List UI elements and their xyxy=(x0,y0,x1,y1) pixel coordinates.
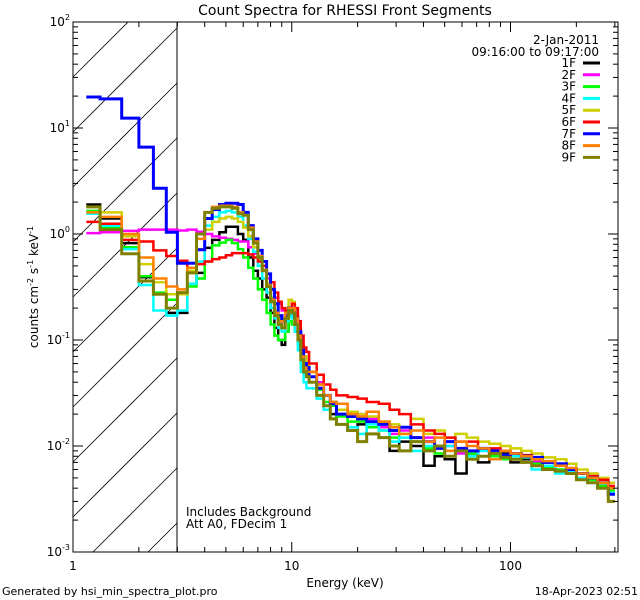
y-tick-label: 100 xyxy=(50,225,70,241)
series-group xyxy=(86,95,615,503)
hatch-line xyxy=(72,247,178,353)
y-axis-label-exp1: -2 xyxy=(26,278,35,286)
hatch-line xyxy=(147,522,178,553)
legend-label-1F: 1F xyxy=(561,56,576,70)
legend-date: 2-Jan-2011 xyxy=(533,33,599,47)
x-axis-label: Energy (keV) xyxy=(306,576,383,590)
hatch-line xyxy=(72,82,178,188)
series-line-8F xyxy=(86,204,615,490)
y-tick-label: 10-3 xyxy=(47,543,70,559)
legend-time-range: 09:16:00 to 09:17:00 xyxy=(472,45,599,59)
y-axis-label-end: keV xyxy=(27,233,41,260)
x-tick-label: 10 xyxy=(284,559,299,573)
y-axis-label-exp3: -1 xyxy=(26,226,35,234)
hatch-line xyxy=(72,412,178,518)
y-tick-label: 102 xyxy=(50,13,70,29)
series-line-1F xyxy=(86,203,615,496)
legend-label-3F: 3F xyxy=(561,80,576,94)
axis-ticks xyxy=(72,21,618,553)
legend-label-7F: 7F xyxy=(561,127,576,141)
legend-label-8F: 8F xyxy=(561,139,576,153)
y-tick-label-exponent: 1 xyxy=(65,119,70,128)
y-tick-label-exponent: -2 xyxy=(62,437,70,446)
y-tick-label: 10-1 xyxy=(47,331,70,347)
y-axis-label: counts cm-2 s-1 keV-1 xyxy=(26,226,41,348)
hatch-line xyxy=(72,302,178,408)
series-line-9F xyxy=(86,205,615,503)
y-axis-label-exp2: -1 xyxy=(26,260,35,268)
plot-frame xyxy=(72,21,619,553)
legend-label-4F: 4F xyxy=(561,91,576,105)
y-tick-label-exponent: -1 xyxy=(62,331,70,340)
y-axis-label-mid: s xyxy=(27,268,41,278)
y-tick-label-base: 10 xyxy=(50,121,65,135)
annotation-attenuator: Att A0, FDecim 1 xyxy=(186,517,287,531)
hatch-line xyxy=(72,27,178,133)
hatch-line xyxy=(72,357,178,463)
y-tick-label-exponent: 2 xyxy=(65,13,70,22)
y-tick-label-base: 10 xyxy=(47,333,62,347)
y-tick-label-exponent: -3 xyxy=(62,543,70,552)
series-line-2F xyxy=(86,228,615,485)
legend-label-2F: 2F xyxy=(561,68,576,82)
hatched-region xyxy=(72,21,178,553)
y-tick-label: 10-2 xyxy=(47,437,70,453)
legend-label-9F: 9F xyxy=(561,150,576,164)
hatch-line xyxy=(72,192,178,298)
footer-generated-by: Generated by hsi_min_spectra_plot.pro xyxy=(2,585,218,598)
hatch-line xyxy=(72,21,129,78)
y-tick-label: 101 xyxy=(50,119,70,135)
legend-label-5F: 5F xyxy=(561,103,576,117)
chart-title: Count Spectra for RHESSI Front Segments xyxy=(198,3,492,19)
x-tick-label: 1 xyxy=(69,559,77,573)
y-tick-label-base: 10 xyxy=(50,227,65,241)
annotation-background: Includes Background xyxy=(186,505,311,519)
series-line-6F xyxy=(86,220,615,488)
hatch-line xyxy=(72,137,178,243)
x-tick-labels: 1 10 100 xyxy=(69,559,522,573)
y-axis-label-main: counts cm xyxy=(27,286,41,348)
x-tick-label: 100 xyxy=(499,559,522,573)
y-tick-label-base: 10 xyxy=(47,545,62,559)
series-line-5F xyxy=(86,205,615,485)
footer-timestamp: 18-Apr-2023 02:51 xyxy=(535,585,638,598)
y-tick-label-base: 10 xyxy=(50,15,65,29)
y-tick-label-exponent: 0 xyxy=(65,225,70,234)
y-tick-label-base: 10 xyxy=(47,439,62,453)
hatch-line xyxy=(92,467,178,553)
legend-label-6F: 6F xyxy=(561,115,576,129)
